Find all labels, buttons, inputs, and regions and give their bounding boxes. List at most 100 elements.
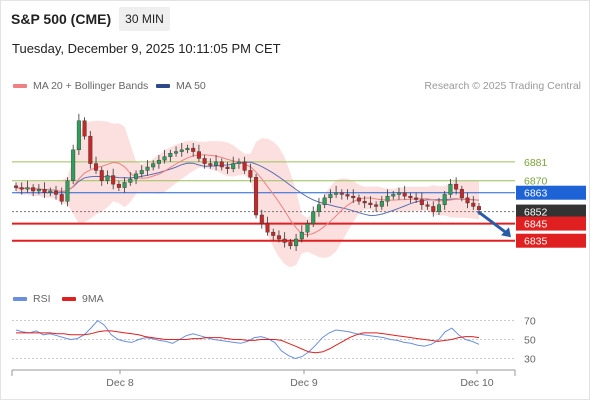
candle-body	[219, 161, 224, 168]
candle-body	[19, 187, 24, 190]
candle	[271, 228, 276, 241]
candle	[99, 167, 104, 186]
candle-body	[179, 149, 184, 152]
candle	[419, 192, 424, 210]
rsi-tick-50: 50	[524, 335, 536, 347]
candle	[122, 177, 127, 193]
legend-ma50-label: MA 50	[176, 80, 206, 92]
candle	[402, 185, 407, 200]
candle-body	[265, 223, 270, 233]
forecast-arrow-head	[501, 227, 511, 238]
candle	[196, 144, 201, 162]
ma50-swatch	[156, 84, 170, 88]
candle-body	[54, 190, 59, 195]
candle-body	[71, 149, 76, 181]
candle	[288, 239, 293, 250]
candle-body	[431, 206, 436, 212]
candle	[442, 191, 447, 210]
candle-body	[356, 197, 361, 202]
ma20-swatch	[13, 84, 27, 88]
candle	[294, 233, 299, 251]
candle	[225, 161, 230, 174]
ma20-line	[15, 154, 480, 236]
candle-body	[396, 192, 401, 195]
candle-body	[288, 242, 293, 247]
candle	[168, 149, 173, 162]
candle-body	[88, 135, 93, 164]
legend-9ma: 9MA	[62, 293, 104, 305]
candle-body	[214, 161, 219, 166]
candle-body	[294, 238, 299, 247]
candle	[105, 170, 110, 185]
candle	[191, 143, 196, 157]
candle-body	[282, 238, 287, 243]
candle	[156, 155, 161, 169]
candle-body	[271, 231, 276, 236]
candle	[465, 192, 470, 209]
candle-body	[122, 182, 127, 188]
candles	[13, 113, 482, 251]
candle-body	[374, 204, 379, 207]
legend-ma20-label: MA 20 + Bollinger Bands	[33, 80, 149, 92]
level-label-6863-bg	[516, 185, 586, 200]
level-label-6835: 6835	[524, 236, 548, 248]
candle-body	[345, 194, 350, 197]
candle-body	[276, 235, 281, 240]
candle	[339, 189, 344, 200]
candle-body	[116, 183, 121, 188]
x-tick-label: Dec 10	[460, 377, 493, 389]
candle	[31, 184, 36, 197]
candle	[111, 168, 116, 190]
candle	[362, 196, 367, 209]
candle-body	[202, 158, 207, 164]
candle-body	[391, 194, 396, 197]
level-label-6870: 6870	[524, 176, 548, 188]
instrument-title: S&P 500 (CME)	[11, 11, 112, 27]
candle-body	[339, 192, 344, 195]
candle-body	[128, 178, 133, 183]
candle	[19, 182, 24, 195]
legend-ma50: MA 50	[156, 80, 206, 92]
candle-body	[414, 197, 419, 200]
candle-body	[362, 201, 367, 204]
candle	[334, 185, 339, 198]
candle	[76, 113, 81, 155]
x-axis: Dec 8 Dec 9 Dec 10	[11, 369, 516, 389]
copyright-notice: Research © 2025 Trading Central	[424, 80, 581, 92]
candle	[356, 194, 361, 205]
candle	[425, 201, 430, 210]
candle-body	[368, 202, 373, 205]
candle-body	[151, 163, 156, 168]
candle	[202, 155, 207, 169]
candle	[454, 177, 459, 195]
candle	[145, 160, 150, 176]
interval-selector[interactable]: 30 MIN	[119, 7, 170, 31]
candle	[299, 225, 304, 243]
candle-body	[316, 204, 321, 212]
rsi-tick-70: 70	[524, 316, 536, 328]
candle-body	[36, 189, 41, 192]
candle-body	[139, 170, 144, 175]
candle-body	[328, 194, 333, 199]
candle	[328, 189, 333, 203]
level-label-6863: 6863	[524, 188, 548, 200]
candle-body	[99, 170, 104, 181]
candle-body	[448, 183, 453, 195]
candle	[214, 155, 219, 171]
rsi-swatch	[13, 297, 27, 301]
candle	[94, 156, 99, 174]
candle-body	[105, 175, 110, 181]
candle-body	[454, 183, 459, 190]
candle	[174, 146, 179, 157]
candle	[414, 192, 419, 203]
candle	[54, 185, 59, 200]
candle	[311, 206, 316, 227]
candle-body	[191, 147, 196, 152]
level-label-6845-bg	[516, 216, 586, 231]
candle-body	[134, 173, 139, 180]
rsi-panel: 70 50 30	[12, 316, 536, 366]
candle	[208, 158, 213, 169]
legend-rsi-label: RSI	[33, 293, 51, 305]
candle-body	[379, 201, 384, 207]
